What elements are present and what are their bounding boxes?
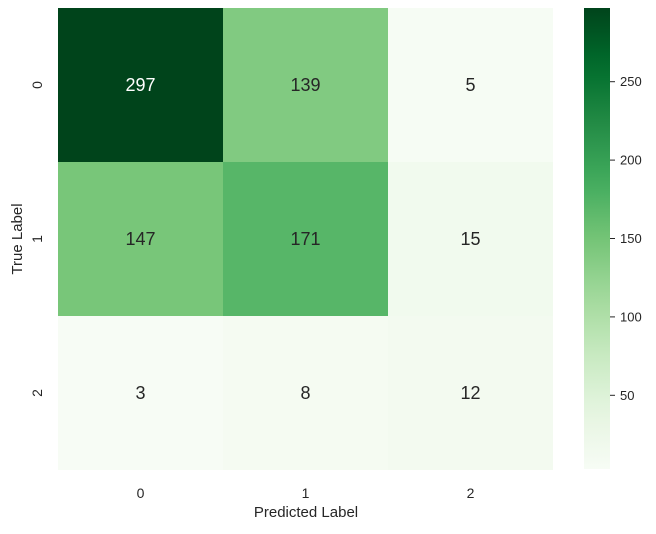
- y-tick-label: 2: [29, 389, 45, 397]
- y-tick-label: 0: [29, 81, 45, 89]
- heatmap-cell: [223, 316, 388, 470]
- x-axis-label: Predicted Label: [254, 504, 358, 521]
- x-tick-label: 0: [137, 485, 145, 501]
- cell-value-label: 297: [125, 75, 155, 95]
- heatmap-cell: [58, 316, 223, 470]
- cell-value-label: 15: [460, 229, 480, 249]
- cell-value-label: 12: [460, 383, 480, 403]
- x-tick-label: 2: [467, 485, 475, 501]
- colorbar-tick-label: 250: [620, 74, 642, 89]
- heatmap-cell: [388, 162, 553, 316]
- cell-value-label: 5: [465, 75, 475, 95]
- y-axis-ticks: 0 1 2: [29, 81, 45, 397]
- heatmap-cell: [58, 162, 223, 316]
- cell-value-label: 139: [290, 75, 320, 95]
- cell-value-label: 171: [290, 229, 320, 249]
- cell-value-label: 147: [125, 229, 155, 249]
- heatmap-cell: [223, 162, 388, 316]
- cell-value-label: 3: [135, 383, 145, 403]
- colorbar-tick-label: 100: [620, 309, 642, 324]
- x-tick-label: 1: [302, 485, 310, 501]
- x-axis-ticks: 0 1 2: [137, 485, 475, 501]
- y-axis-label: True Label: [9, 203, 26, 274]
- colorbar: [584, 8, 610, 469]
- colorbar-tick-label: 200: [620, 153, 642, 168]
- heatmap-cell: [388, 8, 553, 162]
- heatmap-cell: [223, 8, 388, 162]
- colorbar-tick-label: 150: [620, 231, 642, 246]
- cell-value-label: 8: [300, 383, 310, 403]
- y-tick-label: 1: [29, 235, 45, 243]
- heatmap-cells: 297 139 5 147 171 15 3 8 12: [58, 8, 553, 470]
- heatmap-cell: [388, 316, 553, 470]
- colorbar-ticks: 50 100 150 200 250: [610, 74, 642, 403]
- heatmap-cell: [58, 8, 223, 162]
- colorbar-tick-label: 50: [620, 388, 634, 403]
